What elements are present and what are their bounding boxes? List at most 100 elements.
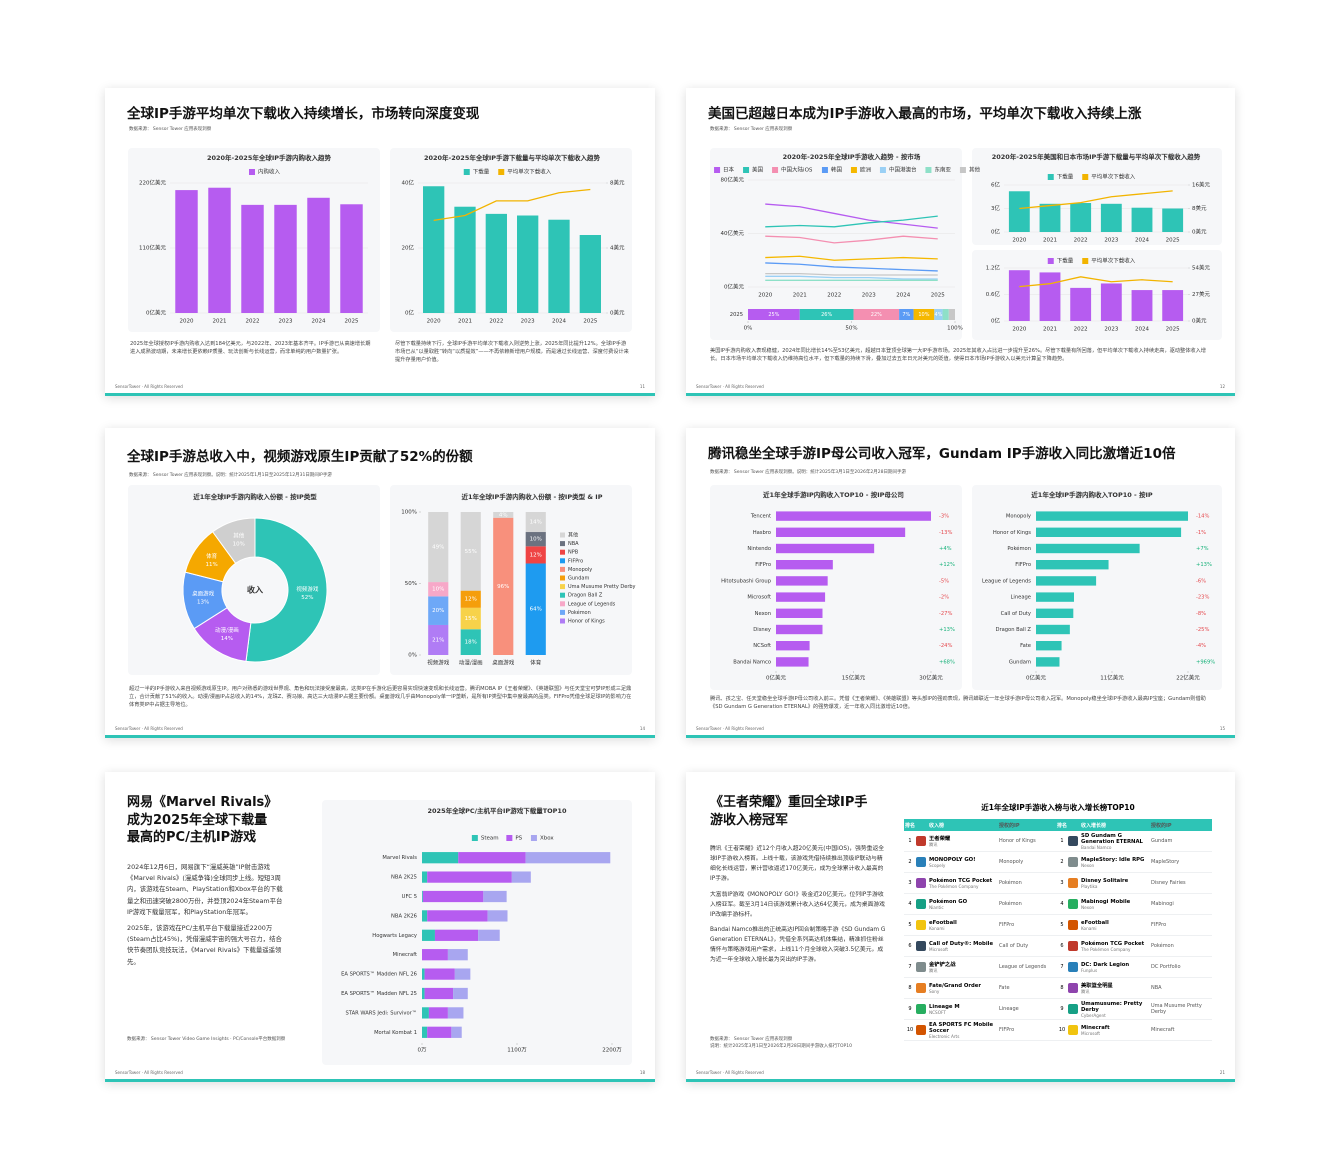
chart-card [972,485,1222,690]
icon-cell [1068,899,1081,909]
app-name: eFootball [929,919,957,926]
icon-cell [916,878,929,888]
publisher: Nexon [1081,904,1095,910]
app-icon [916,983,926,993]
rank: 6 [1060,943,1064,949]
rank: 9 [908,1006,912,1012]
table-row: 3 Pokémon TCG Pocket The Pokémon Company Po… [904,873,1212,894]
rank: 8 [908,985,912,991]
header-cell: 授权的IP [1151,822,1172,829]
icon-cell [1068,962,1081,972]
slide: 网易《Marvel Rivals》成为2025年全球下载量最高的PC/主机IP游… [105,772,655,1082]
table-row: 2 MONOPOLY GO! Scopely Monopoly 2 MapleStory:… [904,852,1212,873]
rank: 1 [1060,838,1064,844]
app-name: Minecraft [1081,1024,1110,1031]
app-icon [916,836,926,846]
app-cell: Lineage M NCSOFT [929,1004,999,1015]
paragraph: 腾讯《王者荣耀》近12个月收入超20亿美元(中国iOS)，强势重返全球IP手游收… [710,846,885,883]
paragraph: Bandai Namco推出的正统高达IP回合制策略手游《SD Gundam G… [710,926,886,964]
slide-title: 美国已超越日本成为IP手游收入最高的市场，平均单次下载收入持续上涨 [708,106,1142,122]
icon-cell [916,836,929,846]
table-row: 7 金铲铲之战 腾讯 League of Legends 7 DC: Dark Legio… [904,957,1212,978]
ip-name: Mabinogi [1151,901,1174,907]
icon-cell [1068,1004,1081,1014]
source: 数据来源： Sensor Tower 应用表现洞察 [710,127,793,132]
app-icon [1068,983,1078,993]
note: 腾讯、孩之宝、任天堂稳坐全球手游IP母公司收入前三。凭借《王者荣耀》、《英雄联盟… [710,696,1206,711]
rank: 3 [908,880,912,886]
chart-card [710,485,962,690]
note: 美国IP手游内购收入表现稳健，2024年同比增长14%至53亿美元，超越日本登顶… [710,348,1206,363]
app-icon [1068,857,1078,867]
publisher: Sony [929,988,940,994]
ip-name: MapleStory [1151,859,1180,865]
app-name: Lineage M [929,1003,960,1010]
publisher: Funplus [1081,967,1098,973]
app-name: eFootball [1081,919,1109,926]
app-name: 金铲铲之战 [929,962,956,968]
app-cell: MapleStory: Idle RPG Nexon [1081,857,1151,868]
rank: 7 [1060,964,1064,970]
slide-title: 腾讯稳坐全球手游IP母公司收入冠军，Gundam IP手游收入同比激增近10倍 [708,446,1176,462]
page-number: 14 [639,726,645,731]
table-row: 10 EA SPORTS FC Mobile Soccer Electronic A… [904,1020,1212,1041]
app-icon [916,1025,926,1035]
app-icon [916,1004,926,1014]
icon-cell [916,1004,929,1014]
app-name: 王者荣耀 [929,836,951,842]
paragraph: 大富翁IP游戏《MONOPOLY GO!》吸金近20亿美元，位列IP手游收入榜亚… [710,891,885,918]
icon-cell [916,962,929,972]
rank: 8 [1060,985,1064,991]
table-row: 4 Pokémon GO Niantic Pokémon 4 Mabinogi Mobil… [904,894,1212,915]
slide-title: 《王者荣耀》重回全球IP手游收入榜冠军 [710,795,868,828]
note: 2025年全球授权IP手游内购收入达到184亿美元，与2022年、2023年基本… [130,341,371,356]
slide: 全球IP手游平均单次下载收入持续增长，市场转向深度变现 数据来源： Sensor… [105,88,655,396]
table-row: 1 王者荣耀 腾讯 Honor of Kings 1 SD Gundam G Genera… [904,831,1212,852]
page-number: 21 [1219,1070,1225,1075]
publisher: Playtika [1081,883,1098,889]
publisher: 腾讯 [929,968,938,973]
ip-name: Gundam [1151,838,1173,844]
app-cell: 王者荣耀 腾讯 [929,834,999,848]
app-icon [1068,1004,1078,1014]
app-cell: EA SPORTS FC Mobile Soccer Electronic Art… [929,1022,999,1039]
page-number: 12 [1219,384,1225,389]
rank: 1 [908,838,912,844]
chart-card [390,148,632,332]
app-name: MapleStory: Idle RPG [1081,856,1145,863]
app-cell: Minecraft Microsoft [1081,1025,1151,1036]
slide: 腾讯稳坐全球手游IP母公司收入冠军，Gundam IP手游收入同比激增近10倍 … [686,428,1235,738]
app-name: Disney Solitaire [1081,877,1129,884]
app-cell: SD Gundam G Generation ETERNAL Bandai Nam… [1081,833,1151,850]
app-icon [916,920,926,930]
app-icon [916,878,926,888]
table-row: 8 Fate/Grand Order Sony Fate 8 美职篮全明星 腾讯 NBA [904,978,1212,999]
slide-title: 全球IP手游平均单次下载收入持续增长，市场转向深度变现 [127,106,480,122]
footer: SensorTower · All Rights Reserved [115,1070,183,1075]
app-icon [916,857,926,867]
ranking-table: 近1年全球IP手游收入榜与收入增长榜TOP10 排名 收入榜 授权的IP 排名 收入增长… [904,802,1212,1041]
icon-cell [1068,878,1081,888]
app-cell: 金铲铲之战 腾讯 [929,960,999,974]
icon-cell [1068,857,1081,867]
app-cell: Pokémon TCG Pocket The Pokémon Company [1081,941,1151,952]
footer: SensorTower · All Rights Reserved [696,726,764,731]
app-cell: MONOPOLY GO! Scopely [929,857,999,868]
app-cell: eFootball Konami [1081,920,1151,931]
ip-name: Minecraft [1151,1027,1175,1033]
header-cell: 授权的IP [999,822,1020,829]
header-cell: 收入增长榜 [1081,822,1107,829]
body: 2024年12月6日，网易旗下“漫威英雄”IP射击游戏《Marvel Rival… [127,862,287,973]
icon-cell [1068,1025,1081,1035]
app-cell: Call of Duty®: Mobile Microsoft [929,941,999,952]
source: 数据来源： Sensor Tower 应用表现洞察 [129,127,212,132]
app-cell: Pokémon GO Niantic [929,899,999,910]
icon-cell [1068,920,1081,930]
app-cell: Umamusume: Pretty Derby CyberAgent [1081,1001,1151,1018]
note: 超过一半的IP手游收入来自视频游戏原生IP。用户对熟悉的游戏世界观、角色和玩法接… [129,686,632,709]
slide: 全球IP手游总收入中，视频游戏原生IP贡献了52%的份额 数据来源： Senso… [105,428,655,738]
app-cell: 美职篮全明星 腾讯 [1081,981,1151,995]
rank: 6 [908,943,912,949]
footer: SensorTower · All Rights Reserved [115,726,183,731]
header-cell: 收入榜 [929,822,945,829]
